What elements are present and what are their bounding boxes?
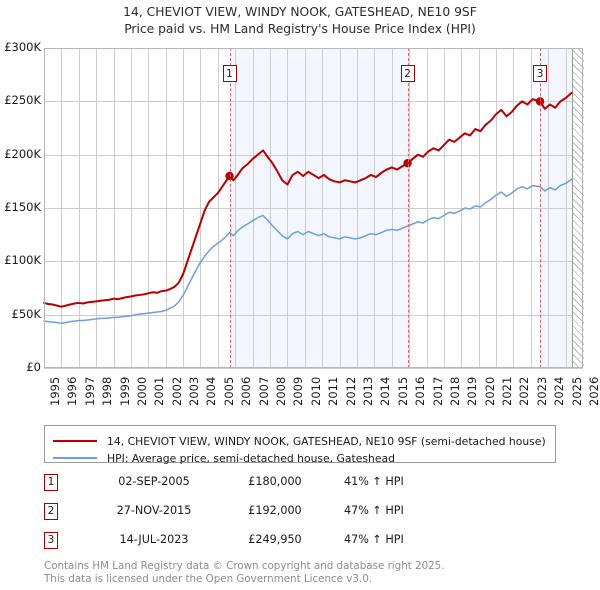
x-axis-tick-label: 2014 — [378, 376, 393, 406]
x-axis-tick-label: 2023 — [534, 376, 549, 406]
x-axis-tick-label: 2007 — [256, 376, 271, 406]
x-axis-tick-label: 2000 — [134, 376, 149, 406]
y-axis-labels: £0 £50K £100K £150K £200K £250K £300K — [0, 40, 42, 374]
footer: Contains HM Land Registry data © Crown c… — [44, 560, 584, 585]
x-axis-tick-label: 2011 — [326, 376, 341, 406]
x-axis-tick-label: 2016 — [413, 376, 428, 406]
row-date: 02-SEP-2005 — [118, 475, 190, 488]
title-line-1: 14, CHEVIOT VIEW, WINDY NOOK, GATESHEAD,… — [123, 5, 477, 19]
x-axis-tick-label: 2018 — [447, 376, 462, 406]
x-axis-tick-label: 1996 — [65, 376, 80, 406]
y-axis-tick-label: £150K — [4, 200, 41, 214]
x-axis-tick-label: 2024 — [552, 376, 567, 406]
footer-line-1: Contains HM Land Registry data © Crown c… — [44, 560, 445, 572]
gridline-horizontal — [44, 368, 583, 369]
x-axis-tick-label: 2026 — [587, 376, 600, 406]
x-axis-tick-label: 2009 — [291, 376, 306, 406]
event-line-2 — [407, 48, 409, 368]
legend-color-swatch — [53, 457, 97, 459]
x-axis-labels: 1995 1996 1997 1998 1999 2000 2001 2002 2003 2004… — [44, 372, 600, 412]
event-line-1 — [229, 48, 231, 368]
legend-label: HPI: Average price, semi-detached house,… — [107, 451, 395, 465]
x-axis-tick-label: 2022 — [517, 376, 532, 406]
event-badge-1: 1 — [222, 65, 237, 82]
series-line — [43, 91, 573, 308]
x-axis-tick-label: 2017 — [430, 376, 445, 406]
x-axis-tick-label: 1995 — [48, 376, 62, 406]
chart-plot-area — [43, 48, 584, 369]
row-badge: 3 — [44, 532, 58, 549]
event-line-3 — [540, 48, 542, 368]
y-axis-tick-label: £0 — [26, 360, 41, 374]
legend-label: 14, CHEVIOT VIEW, WINDY NOOK, GATESHEAD,… — [107, 434, 546, 448]
y-axis-tick-label: £300K — [4, 40, 41, 54]
event-badge-3: 3 — [533, 65, 548, 82]
x-axis-tick-label: 2001 — [152, 376, 167, 406]
row-hpi-delta: 47% ↑ HPI — [344, 533, 404, 546]
y-axis-tick-label: £250K — [4, 93, 41, 108]
x-axis-tick-label: 2005 — [221, 376, 236, 406]
row-hpi-delta: 47% ↑ HPI — [344, 504, 404, 517]
title-line-2: Price paid vs. HM Land Registry's House … — [124, 22, 476, 36]
x-axis-tick-label: 2002 — [169, 376, 184, 406]
event-badge-2: 2 — [400, 65, 415, 82]
chart-legend: 14, CHEVIOT VIEW, WINDY NOOK, GATESHEAD,… — [44, 425, 556, 466]
table-row[interactable]: 2 27-NOV-2015 £192,000 47% ↑ HPI — [44, 503, 556, 523]
series-lines — [43, 91, 573, 324]
series-line — [43, 178, 573, 324]
gridline-horizontal — [44, 314, 583, 316]
row-hpi-delta: 41% ↑ HPI — [344, 475, 404, 488]
legend-item-1: 14, CHEVIOT VIEW, WINDY NOOK, GATESHEAD,… — [53, 433, 546, 449]
y-axis-tick-label: £200K — [4, 146, 41, 161]
gridline-horizontal — [44, 208, 583, 209]
x-axis-tick-label: 2006 — [239, 376, 254, 406]
x-axis-tick-label: 2004 — [204, 376, 219, 406]
table-row[interactable]: 3 14-JUL-2023 £249,950 47% ↑ HPI — [44, 532, 556, 552]
transaction-point-marker — [403, 159, 412, 168]
x-axis-tick-label: 2019 — [465, 376, 480, 406]
page-title: 14, CHEVIOT VIEW, WINDY NOOK, GATESHEAD,… — [0, 4, 600, 38]
y-axis-tick-label: £100K — [4, 253, 41, 268]
table-row[interactable]: 1 02-SEP-2005 £180,000 41% ↑ HPI — [44, 474, 556, 494]
row-price: £180,000 — [248, 475, 302, 488]
x-axis-tick-label: 1999 — [117, 376, 132, 406]
x-axis-tick-label: 2012 — [343, 376, 358, 406]
x-axis-tick-label: 2020 — [482, 376, 497, 406]
x-axis-tick-label: 2010 — [308, 376, 323, 406]
x-axis-tick-label: 2008 — [274, 376, 289, 406]
x-axis-tick-label: 1997 — [82, 376, 97, 406]
x-axis-tick-label: 2025 — [569, 376, 584, 406]
row-badge: 2 — [44, 503, 58, 520]
gridline-horizontal — [44, 154, 583, 156]
row-price: £192,000 — [248, 504, 302, 517]
legend-item-2: HPI: Average price, semi-detached house,… — [53, 450, 395, 466]
x-axis-tick-label: 1998 — [100, 376, 115, 406]
row-badge: 1 — [44, 474, 58, 491]
x-axis-tick-label: 2015 — [395, 376, 410, 406]
legend-color-swatch — [53, 440, 97, 442]
x-axis-tick-label: 2013 — [360, 376, 375, 406]
row-date: 27-NOV-2015 — [116, 504, 192, 517]
x-axis-tick-label: 2021 — [500, 376, 515, 406]
x-axis-tick-label: 2003 — [187, 376, 202, 406]
row-date: 14-JUL-2023 — [119, 533, 189, 546]
footer-line-2: This data is licensed under the Open Gov… — [44, 572, 373, 585]
gridline-horizontal — [44, 261, 583, 263]
hatch-fill — [571, 48, 584, 368]
y-axis-tick-label: £50K — [11, 306, 42, 321]
gridline-horizontal — [44, 101, 583, 103]
row-price: £249,950 — [248, 533, 302, 546]
